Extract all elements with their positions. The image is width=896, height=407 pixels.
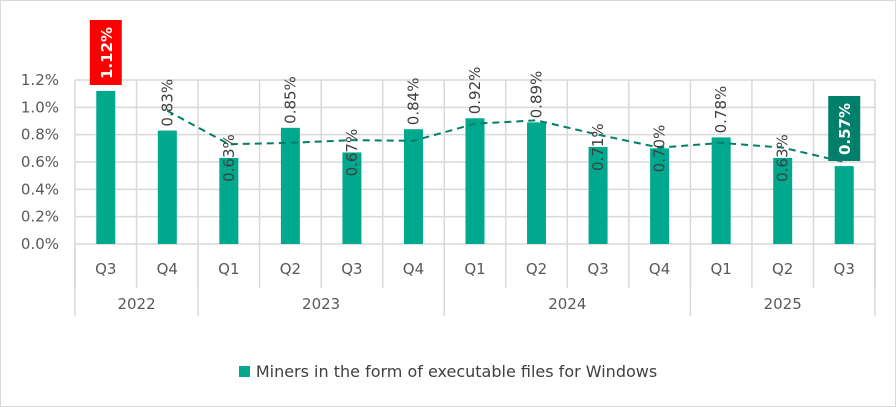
data-label: 0.63%: [774, 134, 792, 182]
bar: [403, 129, 423, 244]
bar: [588, 146, 608, 244]
quarter-label: Q1: [710, 260, 731, 278]
quarter-label: Q2: [526, 260, 547, 278]
data-label: 0.83%: [158, 79, 176, 127]
bar: [219, 157, 239, 244]
bar: [773, 157, 793, 244]
legend-swatch: [238, 366, 250, 377]
quarter-label: Q3: [587, 260, 608, 278]
quarter-label: Q3: [341, 260, 362, 278]
bar: [96, 90, 116, 244]
data-label: 0.85%: [281, 76, 299, 124]
bar: [465, 118, 485, 244]
legend: Miners in the form of executable files f…: [0, 362, 896, 381]
year-label: 2025: [764, 295, 802, 313]
quarter-label: Q2: [772, 260, 793, 278]
data-label: 0.70%: [651, 125, 669, 173]
y-tick-label: 1.2%: [21, 71, 59, 89]
data-label-box: [828, 96, 861, 161]
data-label: 1.12%: [98, 27, 116, 79]
data-label-box: [89, 20, 122, 85]
quarter-label: Q3: [834, 260, 855, 278]
y-tick-label: 0.8%: [21, 126, 59, 144]
quarter-label: Q4: [649, 260, 670, 278]
quarter-label: Q4: [157, 260, 178, 278]
year-label: 2023: [302, 295, 340, 313]
data-label: 0.89%: [528, 71, 546, 119]
bar: [280, 127, 300, 244]
quarter-label: Q4: [403, 260, 424, 278]
data-label: 0.78%: [712, 86, 730, 134]
y-tick-label: 0.4%: [21, 180, 59, 198]
quarter-label: Q1: [218, 260, 239, 278]
y-tick-label: 0.0%: [21, 235, 59, 253]
quarter-label: Q3: [95, 260, 116, 278]
bar: [834, 166, 854, 244]
quarter-label: Q2: [280, 260, 301, 278]
bar: [527, 122, 547, 244]
data-label: 0.63%: [220, 134, 238, 182]
bar: [650, 148, 670, 244]
y-tick-label: 0.6%: [21, 153, 59, 171]
bar: [711, 137, 731, 244]
y-tick-label: 0.2%: [21, 208, 59, 226]
year-label: 2022: [117, 295, 155, 313]
data-label: 0.57%: [836, 103, 854, 155]
quarter-label: Q1: [464, 260, 485, 278]
data-label: 0.67%: [343, 129, 361, 177]
bar: [342, 152, 362, 244]
data-label: 0.84%: [404, 78, 422, 126]
year-label: 2024: [548, 295, 586, 313]
bar: [157, 130, 177, 244]
data-label: 0.92%: [466, 67, 484, 115]
data-label: 0.71%: [589, 123, 607, 171]
y-tick-label: 1.0%: [21, 98, 59, 116]
legend-label: Miners in the form of executable files f…: [255, 362, 658, 381]
trendline: [166, 109, 845, 163]
